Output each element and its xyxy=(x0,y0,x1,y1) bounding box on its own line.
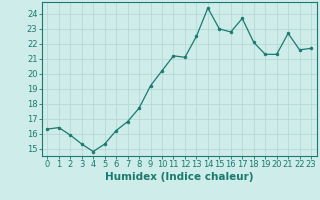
X-axis label: Humidex (Indice chaleur): Humidex (Indice chaleur) xyxy=(105,172,253,182)
